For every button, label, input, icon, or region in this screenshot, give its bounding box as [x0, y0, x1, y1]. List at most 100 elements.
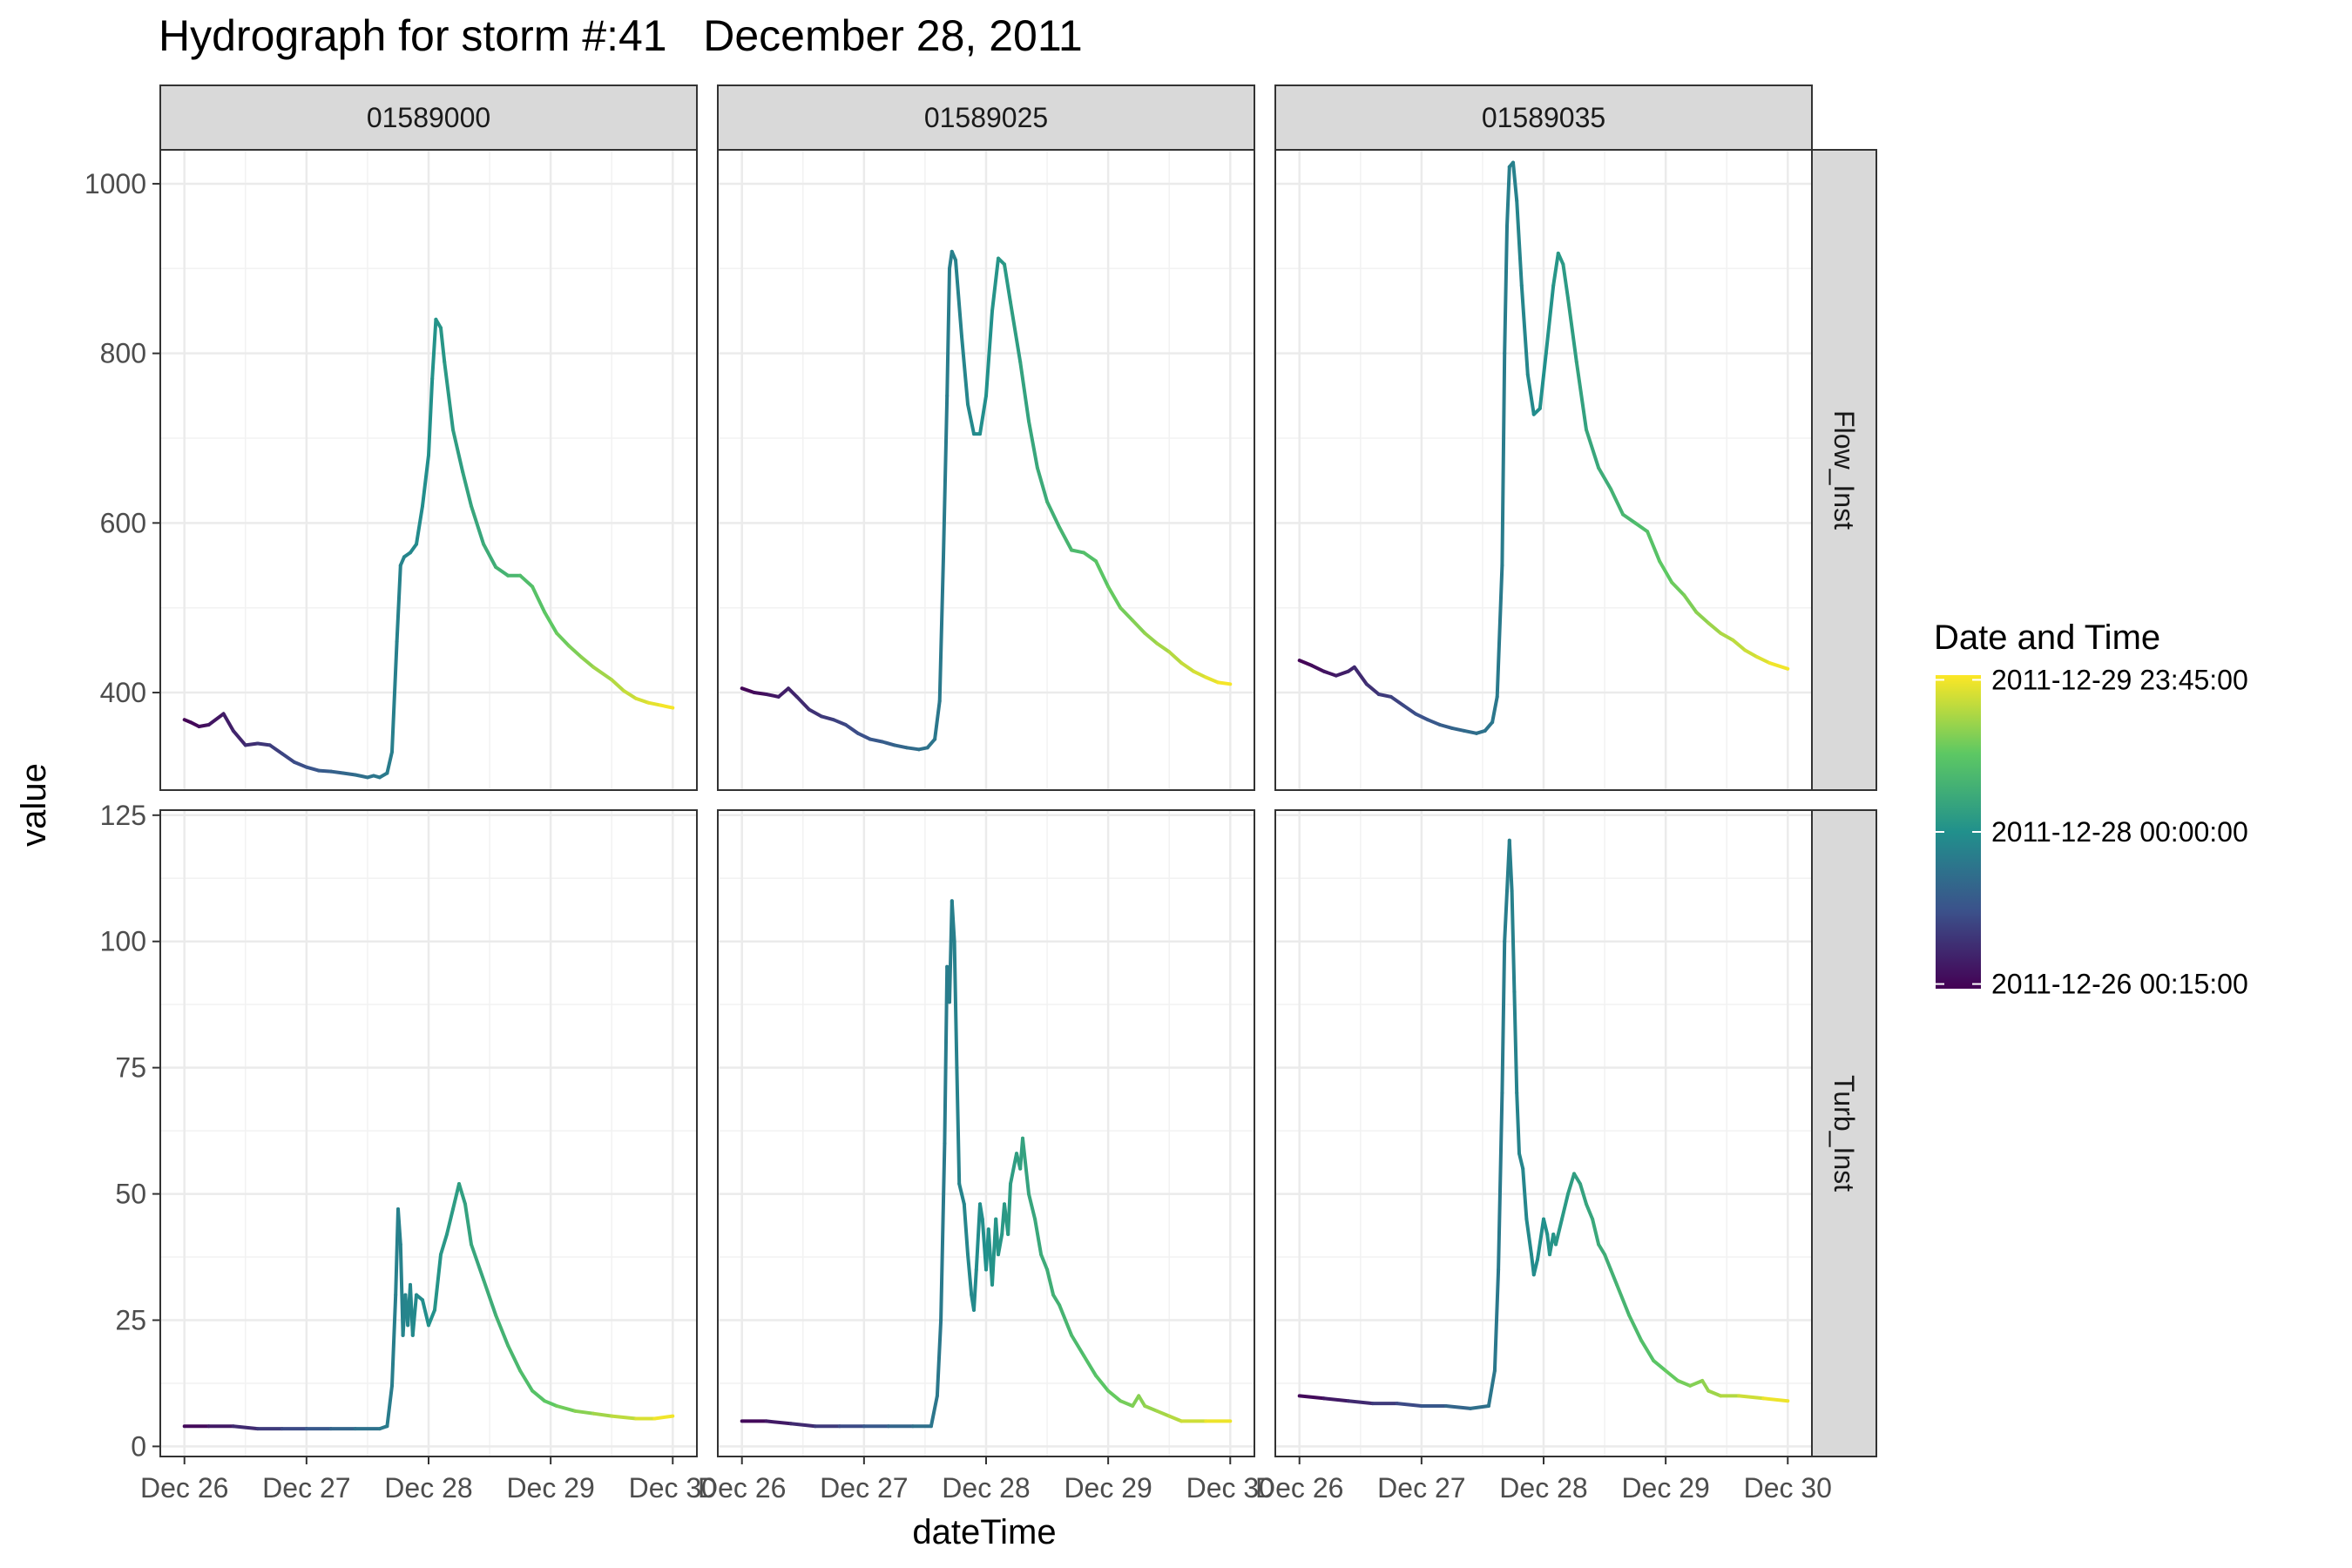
series-line-segment — [622, 689, 639, 700]
series-line-segment — [457, 1182, 467, 1206]
series-line-segment — [1006, 1182, 1012, 1236]
x-tick-label: Dec 26 — [698, 1472, 786, 1504]
series-line-segment — [1574, 360, 1588, 432]
series-line-segment — [1131, 618, 1147, 635]
series-line-segment — [591, 1411, 614, 1418]
series-line-segment — [1731, 638, 1747, 652]
x-tick-label: Dec 29 — [506, 1472, 594, 1504]
series-line-segment — [506, 1343, 523, 1373]
series-line-segment — [280, 752, 296, 764]
y-tick-label: 0 — [131, 1430, 146, 1462]
series-line-segment — [1018, 360, 1031, 423]
series-line-segment — [904, 746, 921, 752]
series-line-segment — [787, 686, 799, 699]
series-line-segment — [1585, 428, 1601, 470]
series-line-segment — [243, 741, 260, 747]
series-line-segment — [1615, 1282, 1632, 1317]
series-line-segment — [385, 750, 394, 775]
series-line-segment — [892, 743, 909, 750]
series-line-segment — [555, 631, 571, 648]
facet-strip-01589025 — [717, 84, 1255, 151]
series-line-segment — [1585, 1202, 1595, 1221]
facet-strip-01589000 — [159, 84, 698, 151]
series-line-segment — [415, 504, 424, 546]
x-tick-label: Dec 28 — [942, 1472, 1030, 1504]
series-line-segment — [880, 740, 896, 747]
series-line-segment — [1561, 262, 1570, 301]
series-line-segment — [1167, 1414, 1184, 1423]
chart-title: Hydrograph for storm #:41 December 28, 2… — [159, 11, 1083, 60]
series-line-segment — [316, 768, 333, 774]
panel-01589035-Flow_Inst — [1274, 149, 1813, 791]
series-line-segment — [421, 1298, 430, 1328]
panel-01589035-Turb_Inst: Dec 26 Dec 27 Dec 28 Dec 29 Dec 30 — [1255, 809, 1832, 1504]
series-line-segment — [1505, 165, 1511, 228]
series-line-segment — [1376, 693, 1393, 699]
series-line-segment — [1497, 1091, 1504, 1272]
series-line-segment — [807, 707, 823, 719]
series-line-segment — [610, 1414, 639, 1421]
series-line-segment — [1551, 251, 1560, 287]
series-line-segment — [1510, 889, 1517, 994]
series-line-segment — [470, 504, 486, 546]
series-line-segment — [1621, 512, 1638, 525]
series-line-segment — [1536, 1217, 1545, 1261]
x-tick-label: Dec 26 — [1255, 1472, 1343, 1504]
series-line-segment — [328, 769, 345, 775]
y-tick-label: 125 — [100, 800, 146, 831]
series-line-segment — [463, 1202, 473, 1247]
series-line-segment — [1500, 351, 1507, 567]
series-line-segment — [1155, 641, 1172, 654]
series-line-segment — [1009, 1152, 1018, 1186]
series-line-segment — [1521, 1166, 1529, 1221]
y-axis-title: value — [15, 763, 53, 847]
series-line-segment — [962, 1202, 970, 1257]
series-line-segment — [776, 686, 790, 699]
series-line-segment — [518, 1369, 535, 1393]
y-tick-label: 400 — [100, 677, 146, 708]
series-line-segment — [1045, 500, 1062, 530]
series-line-segment — [531, 1389, 547, 1403]
series-line-segment — [1413, 712, 1429, 722]
series-line-segment — [482, 1278, 498, 1317]
series-line-segment — [1058, 1303, 1068, 1322]
series-line-segment — [1515, 1091, 1521, 1156]
series-line-segment — [1700, 1379, 1711, 1393]
x-tick-label: Dec 29 — [1064, 1472, 1152, 1504]
series-line-segment — [1554, 1217, 1564, 1247]
series-line-segment — [1572, 1172, 1582, 1186]
series-line-segment — [1346, 1399, 1375, 1406]
series-line-segment — [1694, 610, 1711, 625]
series-line-segment — [353, 773, 369, 780]
legend-label: 2011-12-29 23:45:00 — [1991, 664, 2248, 695]
series-line-segment — [659, 703, 675, 710]
series-line-segment — [942, 394, 950, 559]
series-line-segment — [1179, 661, 1196, 673]
series-line-segment — [1204, 675, 1220, 685]
series-line-segment — [567, 644, 584, 659]
series-line-segment — [1556, 251, 1565, 267]
series-line-segment — [1670, 580, 1686, 598]
series-line-segment — [740, 686, 756, 694]
series-line-segment — [997, 1232, 1004, 1257]
series-line-segment — [410, 1293, 418, 1337]
series-line-segment — [304, 765, 321, 773]
facet-strip-label: Turb_Inst — [1828, 1075, 1860, 1192]
series-line-segment — [470, 1242, 486, 1282]
series-line-segment — [1544, 283, 1556, 355]
facet-strip-01589035 — [1274, 84, 1813, 151]
series-line-segment — [843, 723, 860, 735]
series-line-segment — [1515, 199, 1524, 287]
series-line-segment — [267, 743, 284, 756]
series-line-segment — [1039, 1253, 1050, 1272]
series-line-segment — [952, 939, 959, 1070]
series-line-segment — [1542, 1217, 1550, 1236]
series-line-segment — [794, 694, 811, 712]
y-tick-label: 25 — [115, 1304, 146, 1335]
series-line-segment — [831, 718, 848, 727]
series-line-segment — [984, 309, 994, 398]
series-line-segment — [1364, 682, 1381, 696]
series-line-segment — [960, 335, 970, 407]
series-line-segment — [1443, 1404, 1472, 1410]
panel-01589025-Turb_Inst: Dec 26 Dec 27 Dec 28 Dec 29 Dec 30 — [698, 809, 1274, 1504]
